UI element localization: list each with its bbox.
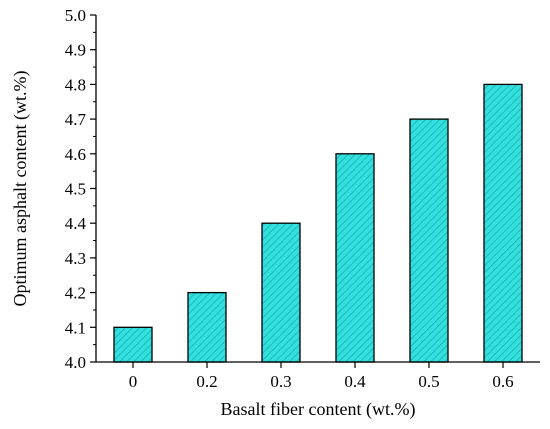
y-axis-title: Optimum asphalt content (wt.%) bbox=[10, 71, 31, 307]
y-tick-labels: 4.0 4.1 4.2 4.3 4.4 4.5 4.6 4.7 4.8 4.9 5.0 bbox=[65, 6, 87, 372]
x-tick-label: 0.2 bbox=[196, 372, 217, 391]
y-tick-label: 4.2 bbox=[65, 284, 86, 303]
x-tick-label: 0 bbox=[129, 372, 138, 391]
x-axis-title: Basalt fiber content (wt.%) bbox=[221, 399, 416, 420]
y-tick-label: 4.3 bbox=[65, 249, 86, 268]
y-tick-label: 4.7 bbox=[65, 110, 87, 129]
bar-0.4 bbox=[335, 153, 375, 363]
bar-0.3 bbox=[261, 222, 301, 363]
y-tick-label: 4.1 bbox=[65, 318, 86, 337]
bar-0.5 bbox=[409, 118, 449, 363]
bars-group bbox=[113, 83, 523, 363]
bar-0 bbox=[113, 326, 153, 363]
y-tick-label: 5.0 bbox=[65, 6, 86, 25]
y-tick-label: 4.6 bbox=[65, 145, 86, 164]
axes-group bbox=[90, 14, 540, 368]
x-tick-label: 0.6 bbox=[492, 372, 513, 391]
y-tick-label: 4.9 bbox=[65, 41, 86, 60]
x-tick-label: 0.3 bbox=[270, 372, 291, 391]
bar-0.6 bbox=[483, 83, 523, 363]
x-tick-label: 0.4 bbox=[344, 372, 366, 391]
y-tick-label: 4.5 bbox=[65, 180, 86, 199]
y-tick-label: 4.0 bbox=[65, 353, 86, 372]
x-tick-label: 0.5 bbox=[418, 372, 439, 391]
x-tick-labels: 0 0.2 0.3 0.4 0.5 0.6 bbox=[129, 372, 514, 391]
y-tick-label: 4.4 bbox=[65, 214, 87, 233]
y-tick-label: 4.8 bbox=[65, 75, 86, 94]
bar-0.2 bbox=[187, 291, 227, 363]
